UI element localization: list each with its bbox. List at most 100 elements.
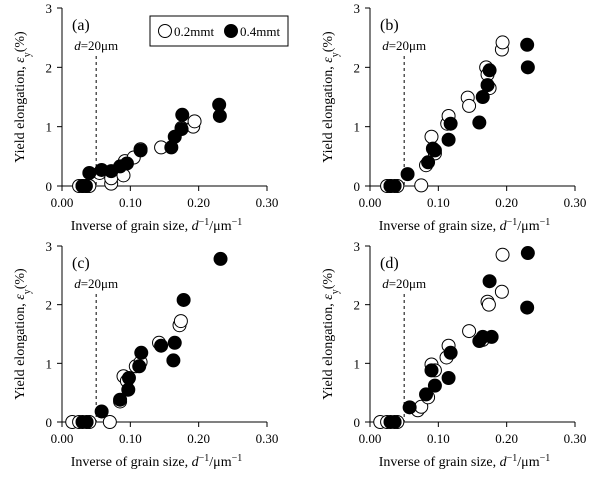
legend-marker-filled [224, 24, 238, 38]
panel-c-x-axis-title: Inverse of grain size, d−1/μm−1 [71, 453, 242, 471]
panel-a-point-filled [212, 108, 227, 123]
panel-d-x-tick-label: 0.20 [495, 431, 518, 446]
panel-a-x-tick-label: 0.10 [119, 195, 142, 210]
panel-c-x-tick-label: 0.10 [119, 431, 142, 446]
panel-a-x-tick-label: 0.00 [51, 195, 74, 210]
panel-b-point-filled [427, 143, 442, 158]
panel-c-x-tick-label: 0.00 [51, 431, 74, 446]
panel-b-point-filled [520, 60, 535, 75]
panel-b-point-open [414, 178, 429, 193]
panel-a-point-filled [78, 179, 93, 193]
panel-d-point-filled [424, 363, 439, 378]
panel-b-x-tick-label: 0.10 [427, 195, 450, 210]
panel-a-point-filled [175, 107, 190, 122]
panel-b-point-filled [387, 179, 402, 193]
panel-a-y-tick-label: 0 [46, 179, 53, 194]
panel-a-label: (a) [72, 17, 90, 34]
panel-d-label: (d) [380, 255, 399, 272]
panel-a-x-tick-label: 0.30 [256, 195, 279, 210]
panel-b-x-tick-label: 0.00 [359, 195, 382, 210]
panel-c-y-tick-label: 0 [46, 415, 53, 430]
panel-d-x-tick-label: 0.10 [427, 431, 450, 446]
panel-b-y-tick-label: 1 [354, 120, 361, 135]
panel-a-point-filled [82, 165, 97, 180]
panel-d-point-filled [520, 246, 535, 261]
panel-c-point-filled [213, 251, 228, 266]
legend-label-0.2mmt: 0.2mmt [174, 24, 214, 39]
panel-a-y-tick-label: 2 [46, 60, 53, 75]
panel-a-y-tick-label: 3 [46, 1, 53, 16]
panel-b-point-filled [480, 78, 495, 93]
panel-b-x-tick-label: 0.20 [495, 195, 518, 210]
panel-d-y-tick-label: 2 [354, 298, 361, 313]
panel-b-point-filled [441, 132, 456, 147]
panel-c-x-tick-label: 0.30 [256, 431, 279, 446]
panel-d-y-tick-label: 3 [354, 239, 361, 254]
panel-d-point-filled [520, 300, 535, 315]
panel-b-y-tick-label: 0 [354, 179, 361, 194]
panel-c-point-filled [121, 382, 136, 397]
panel-c-point-filled [166, 353, 181, 368]
panel-c-point-open [102, 415, 117, 429]
panel-c-y-tick-label: 3 [46, 239, 53, 254]
panel-a-reference-label: d=20μm [74, 38, 118, 53]
legend-box [149, 15, 289, 47]
panel-a-x-tick-label: 0.20 [187, 195, 210, 210]
panel-d-point-filled [482, 274, 497, 289]
panel-d-point-open [481, 297, 496, 312]
panel-d-point-filled [441, 371, 456, 385]
panel-c-x-tick-label: 0.20 [187, 431, 210, 446]
panel-b-point-open [424, 129, 439, 144]
panel-c-point-filled [132, 359, 147, 374]
panel-b-x-tick-label: 0.30 [564, 195, 587, 210]
panel-b-y-tick-label: 3 [354, 1, 361, 16]
panel-d-point-filled [402, 400, 417, 415]
panel-d-y-tick-label: 0 [354, 415, 361, 430]
panel-c-point-filled [167, 335, 182, 350]
panel-d-point-filled [484, 329, 499, 344]
panel-a-y-axis-title: Yield elongation, εy(%) [13, 31, 33, 163]
panel-c-point-open [173, 314, 188, 329]
panel-c-point-filled [176, 292, 191, 307]
panel-d-point-open [495, 247, 510, 262]
panel-b-point-filled [520, 37, 535, 52]
panel-b-point-filled [443, 116, 458, 131]
panel-c-point-filled [94, 404, 109, 419]
panel-d-x-tick-label: 0.00 [359, 431, 382, 446]
panel-c-y-axis-title: Yield elongation, εy(%) [13, 268, 33, 400]
panel-d-point-filled [443, 345, 458, 360]
panel-b-point-filled [482, 63, 497, 78]
panel-d-point-open [462, 324, 477, 339]
panel-b-point-filled [400, 167, 415, 182]
panel-a-point-open [187, 114, 202, 129]
panel-b-point-open [462, 98, 477, 113]
panel-d-y-axis-title: Yield elongation, εy(%) [321, 268, 341, 400]
panel-b-point-filled [472, 115, 487, 130]
legend-label-0.4mmt: 0.4mmt [240, 24, 280, 39]
panel-c-reference-label: d=20μm [74, 276, 118, 291]
panel-b-point-filled [475, 90, 490, 104]
panel-d-point-filled [387, 415, 402, 429]
panel-c-point-filled [134, 345, 149, 360]
panel-c-point-filled [79, 415, 94, 429]
panel-b-y-axis-title: Yield elongation, εy(%) [321, 31, 341, 163]
panel-b-point-open [495, 35, 510, 50]
panel-d-point-filled [419, 387, 434, 402]
panel-c-label: (c) [72, 255, 90, 272]
legend-marker-open [158, 24, 172, 38]
panel-b-reference-label: d=20μm [382, 38, 426, 53]
panel-c-point-filled [121, 371, 136, 385]
panel-d-point-filled [427, 378, 442, 393]
panel-d-y-tick-label: 1 [354, 356, 361, 371]
panel-b-x-axis-title: Inverse of grain size, d−1/μm−1 [379, 217, 550, 235]
panel-a-point-filled [133, 143, 148, 158]
panel-a-point-filled [174, 122, 189, 137]
panel-d-point-open [494, 284, 509, 299]
panel-b-point-filled [421, 155, 436, 170]
panel-a-point-filled [119, 156, 134, 171]
panel-b-y-tick-label: 2 [354, 60, 361, 75]
panel-c-y-tick-label: 1 [46, 356, 53, 371]
panel-c-y-tick-label: 2 [46, 298, 53, 313]
panel-d-x-tick-label: 0.30 [564, 431, 587, 446]
